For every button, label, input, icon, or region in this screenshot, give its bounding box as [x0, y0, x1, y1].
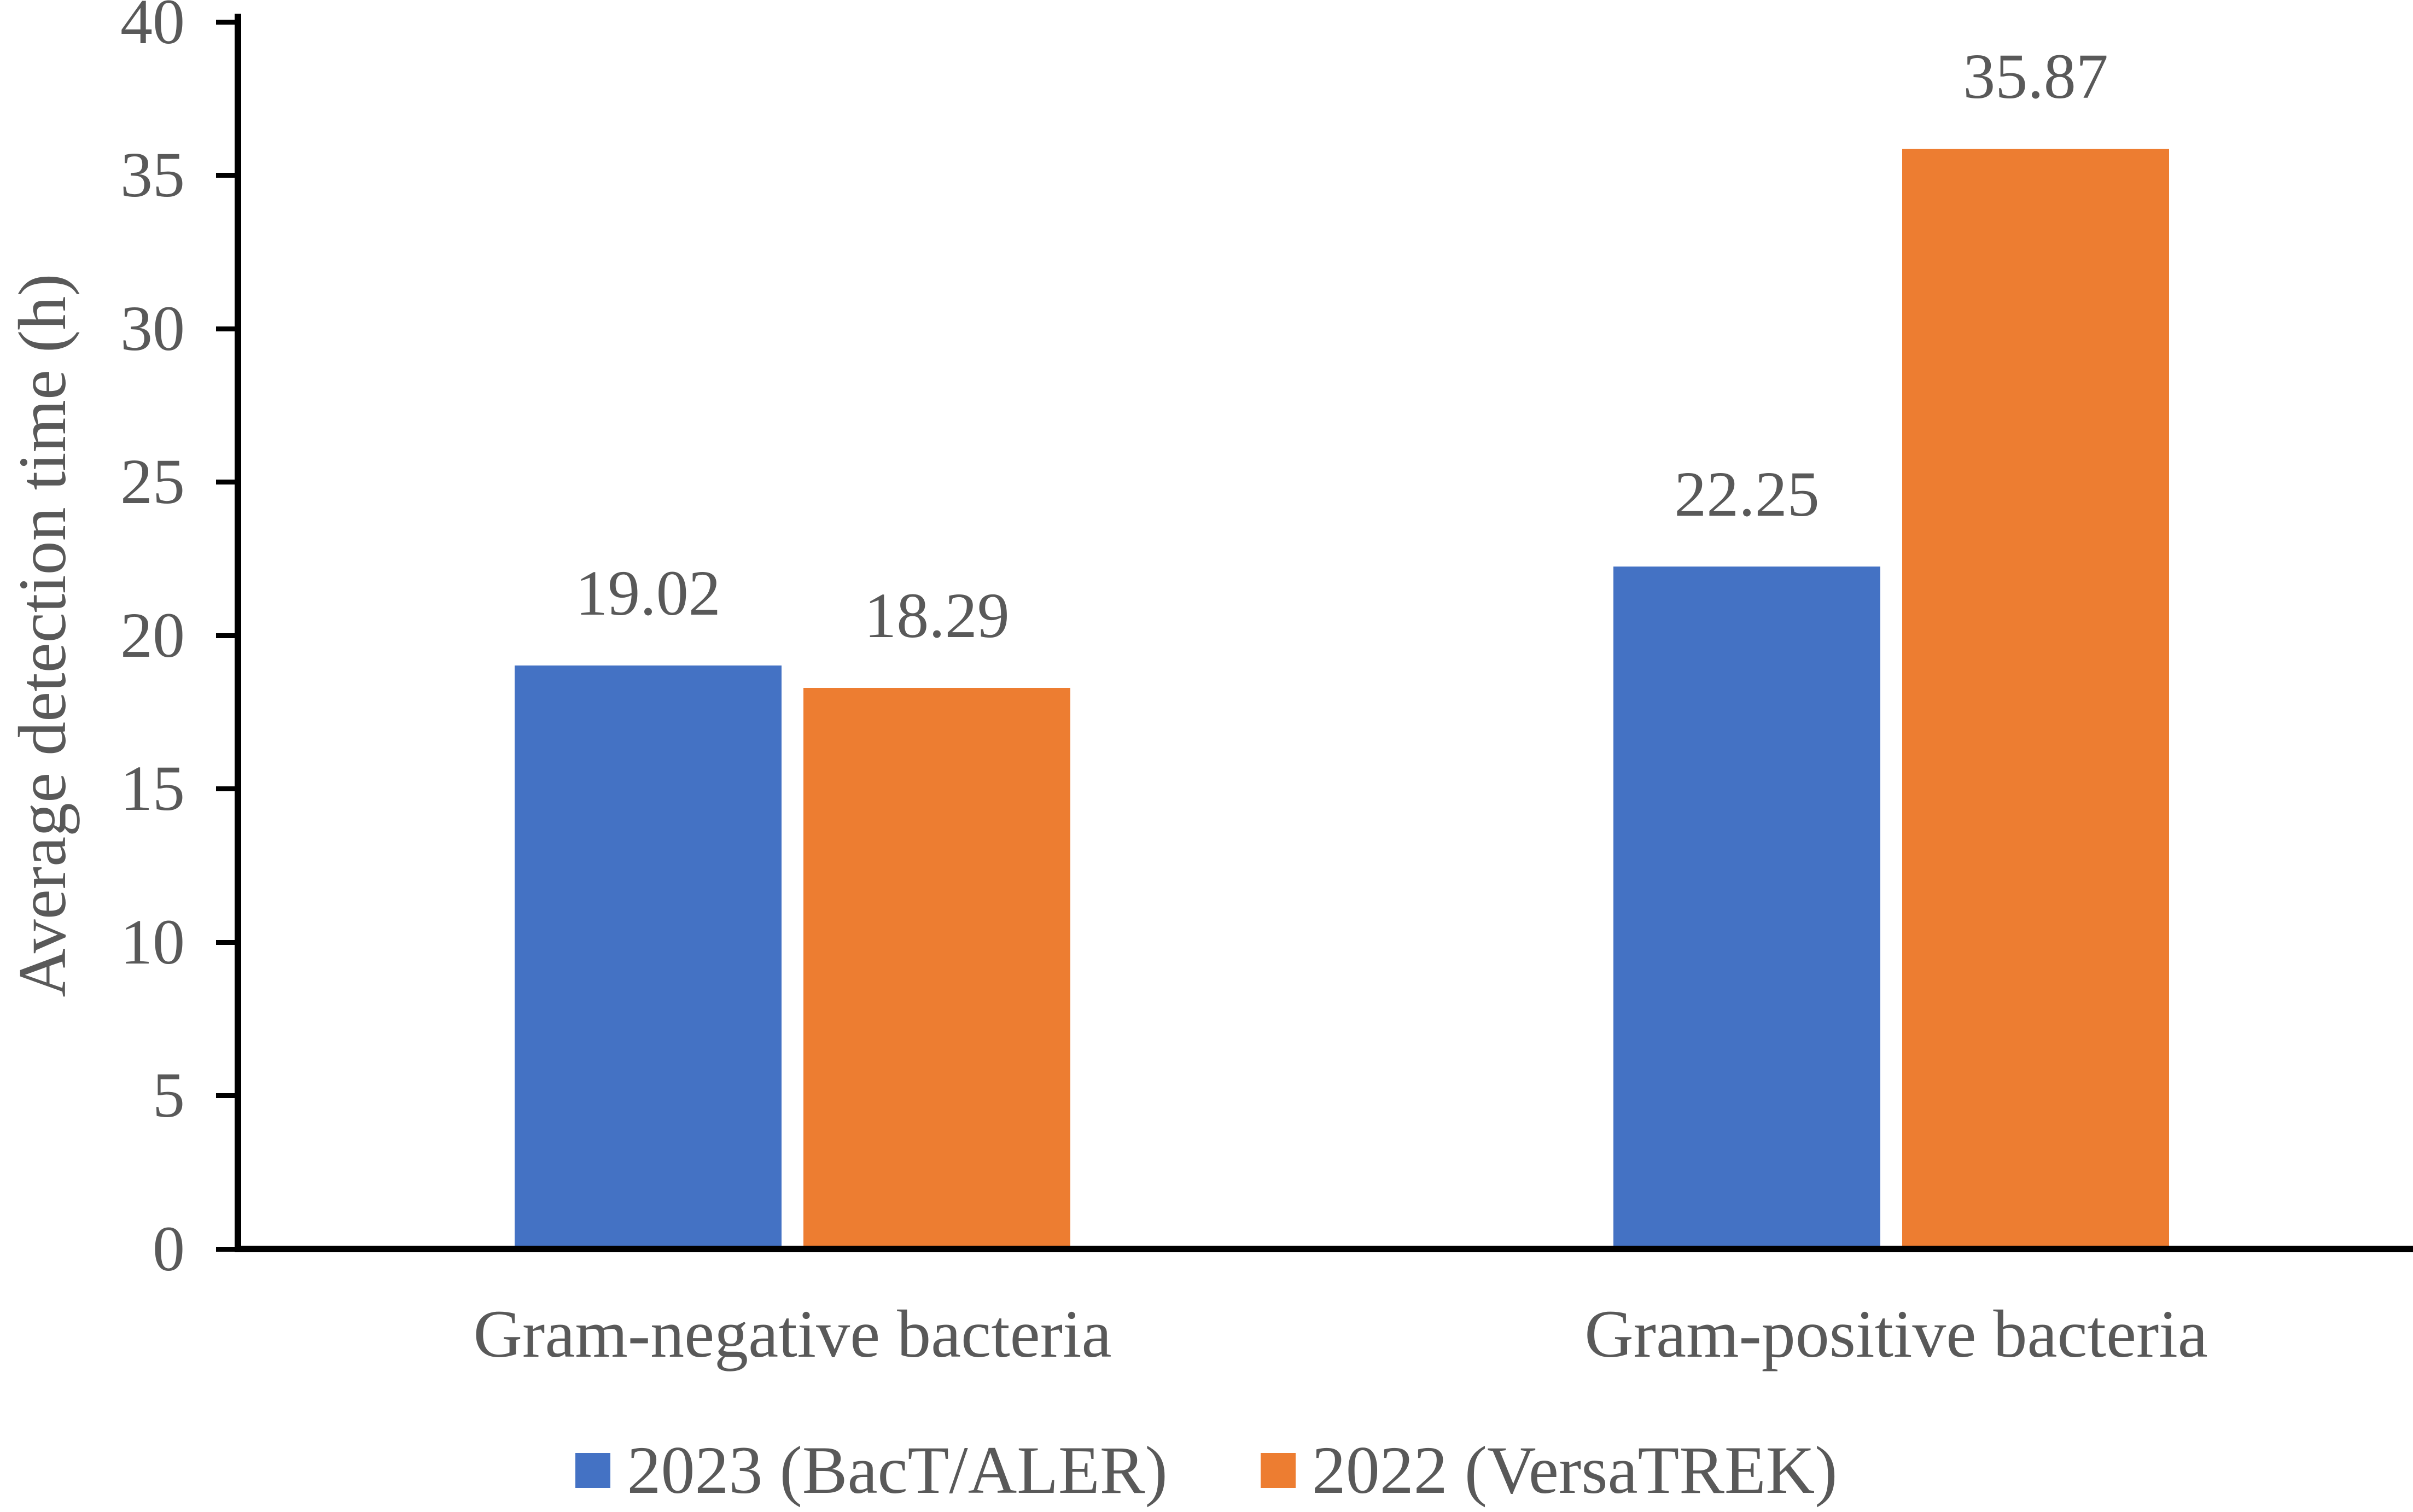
y-tick-label-25: 25	[120, 446, 185, 517]
bar-gram-negative-2023	[515, 665, 782, 1249]
y-tick-label-35: 35	[120, 139, 185, 211]
y-tick-label-10: 10	[120, 906, 185, 978]
data-label-gram-negative-2022: 18.29	[864, 580, 1010, 651]
bar-gram-positive-2022	[1902, 149, 2169, 1249]
legend-entry-2023: 2023 (BacT/ALER)	[575, 1428, 1168, 1512]
y-tick-mark-25	[216, 480, 235, 484]
data-label-gram-positive-2023: 22.25	[1674, 458, 1820, 530]
y-tick-label-5: 5	[153, 1059, 185, 1131]
data-label-gram-negative-2023: 19.02	[575, 557, 721, 629]
legend-swatch-2022-icon	[1260, 1452, 1296, 1488]
legend-label-2022: 2022 (VersaTREK)	[1312, 1433, 1838, 1508]
legend-swatch-2023-icon	[575, 1452, 611, 1488]
y-tick-mark-0	[216, 1247, 235, 1252]
y-tick-label-15: 15	[120, 752, 185, 824]
bar-gram-positive-2023	[1613, 567, 1880, 1249]
y-tick-label-40: 40	[120, 0, 185, 57]
y-tick-mark-15	[216, 786, 235, 791]
y-tick-label-20: 20	[120, 599, 185, 671]
category-label-gram-positive: Gram-positive bacteria	[1584, 1297, 2208, 1371]
y-tick-mark-20	[216, 633, 235, 638]
y-tick-mark-30	[216, 326, 235, 331]
legend: 2023 (BacT/ALER) 2022 (VersaTREK)	[0, 1428, 2413, 1512]
y-tick-mark-5	[216, 1093, 235, 1098]
y-tick-label-0: 0	[153, 1213, 185, 1285]
legend-entry-2022: 2022 (VersaTREK)	[1260, 1428, 1838, 1512]
y-tick-mark-40	[216, 20, 235, 25]
y-tick-mark-35	[216, 173, 235, 178]
data-label-gram-positive-2022: 35.87	[1963, 40, 2108, 112]
bar-gram-negative-2022	[803, 688, 1070, 1249]
y-axis-line	[235, 14, 241, 1252]
y-tick-label-30: 30	[120, 293, 185, 364]
legend-label-2023: 2023 (BacT/ALER)	[627, 1433, 1168, 1508]
category-label-gram-negative: Gram-negative bacteria	[473, 1297, 1112, 1371]
x-axis-line	[235, 1246, 2413, 1252]
y-tick-mark-10	[216, 940, 235, 945]
